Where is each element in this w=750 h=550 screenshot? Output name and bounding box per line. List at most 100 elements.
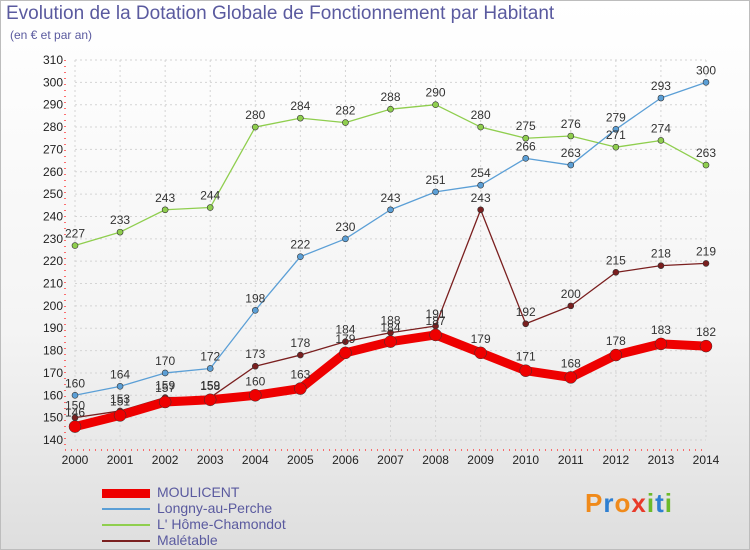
series-point — [609, 348, 623, 362]
y-tick-label: 250 — [43, 187, 63, 201]
series-point — [384, 335, 397, 348]
legend-item-longny: Longny-au-Perche — [102, 500, 362, 517]
series-point — [702, 79, 710, 86]
x-tick-label: 2014 — [693, 453, 720, 467]
series-point — [203, 393, 217, 407]
data-label: 282 — [335, 104, 355, 118]
data-label: 219 — [696, 244, 716, 258]
series-point — [522, 155, 530, 162]
data-label: 290 — [426, 86, 446, 100]
series-point — [567, 302, 575, 310]
series-point — [522, 320, 530, 328]
data-label: 300 — [696, 63, 716, 77]
data-label: 158 — [200, 379, 220, 393]
logo-letter: r — [603, 488, 615, 518]
grid-lines — [74, 59, 707, 441]
data-label: 263 — [696, 146, 716, 160]
x-tick-label: 2013 — [648, 453, 675, 467]
chart-subtitle: (en € et par an) — [10, 28, 93, 42]
legend-item-home-chamondot: L' Hôme-Chamondot — [102, 516, 362, 533]
data-label: 172 — [200, 349, 220, 363]
x-tick-label: 2008 — [422, 453, 449, 467]
series-point — [113, 409, 127, 422]
data-label: 168 — [561, 356, 581, 370]
data-labels-layer: 227 233 243 244 280 284 282 288 290 280 275 276 271 2… — [65, 63, 716, 419]
data-label: 151 — [110, 394, 130, 408]
series-point — [297, 253, 304, 261]
chart-title: Evolution de la Dotation Globale de Fonc… — [6, 3, 555, 24]
series-point — [477, 123, 484, 131]
data-label: 184 — [380, 321, 400, 335]
series-point — [522, 134, 530, 142]
y-tick-label: 300 — [43, 75, 63, 89]
x-tick-label: 2005 — [287, 453, 314, 467]
x-tick-label: 2001 — [107, 453, 134, 467]
logo-letter: i — [664, 488, 673, 518]
data-label: 243 — [471, 191, 491, 205]
x-tick-label: 2011 — [558, 453, 584, 467]
series-point — [432, 188, 439, 196]
x-tick-label: 2009 — [467, 453, 494, 467]
data-label: 170 — [155, 354, 175, 368]
data-label: 244 — [200, 189, 220, 203]
data-label: 271 — [606, 128, 626, 142]
data-label: 179 — [335, 332, 355, 346]
legend: MOULICENT Longny-au-Perche L' Hôme-Chamo… — [102, 484, 362, 549]
series-point — [612, 143, 620, 151]
series-point — [657, 137, 665, 144]
legend-swatch-longny — [102, 508, 150, 510]
series-point — [654, 337, 668, 351]
series-point — [251, 362, 259, 370]
series-point — [699, 339, 713, 353]
series-point — [429, 328, 442, 342]
axes: 1401501601701801902002102202302402502602… — [43, 53, 720, 467]
y-tick-label: 280 — [43, 120, 63, 134]
series-point — [297, 114, 304, 122]
data-label: 266 — [516, 139, 536, 153]
series-point — [116, 383, 124, 390]
y-tick-label: 220 — [43, 254, 63, 268]
data-label: 243 — [155, 191, 175, 205]
data-label: 164 — [110, 367, 130, 381]
data-label: 280 — [245, 108, 265, 122]
x-tick-label: 2006 — [332, 453, 359, 467]
legend-item-moulicent: MOULICENT — [102, 484, 362, 501]
data-label: 191 — [426, 307, 446, 321]
x-tick-label: 2012 — [603, 453, 630, 467]
series-point — [251, 123, 259, 131]
data-label: 150 — [65, 399, 85, 413]
series-point — [251, 307, 259, 314]
data-label: 254 — [471, 166, 491, 180]
data-label: 187 — [426, 314, 446, 328]
proxiti-logo: Proxiti — [585, 488, 673, 519]
series-layer — [68, 79, 713, 433]
series-point — [612, 269, 620, 276]
series-point — [477, 206, 484, 214]
y-tick-label: 290 — [43, 98, 63, 112]
data-label: 153 — [110, 392, 130, 406]
series-point — [339, 346, 352, 360]
data-label: 274 — [651, 121, 671, 135]
data-label: 293 — [651, 79, 671, 93]
series-point — [564, 371, 578, 384]
y-tick-label: 200 — [43, 299, 63, 313]
data-label: 178 — [290, 336, 310, 350]
data-label: 159 — [155, 379, 175, 393]
series-point — [297, 351, 304, 359]
y-tick-label: 180 — [43, 344, 63, 358]
legend-swatch-home-chamondot — [102, 524, 150, 526]
y-tick-label: 160 — [43, 388, 63, 402]
data-label: 192 — [516, 305, 536, 319]
y-tick-label: 270 — [43, 142, 63, 156]
data-label: 159 — [200, 379, 220, 393]
series-point — [342, 235, 349, 243]
y-tick-label: 210 — [43, 277, 63, 291]
data-label: 218 — [651, 247, 671, 261]
data-label: 263 — [561, 146, 581, 160]
legend-label: Longny-au-Perche — [157, 500, 273, 516]
y-tick-label: 240 — [43, 209, 63, 223]
series-point — [702, 161, 710, 169]
legend-label: Malétable — [157, 532, 218, 548]
series-point — [161, 206, 169, 214]
legend-label: L' Hôme-Chamondot — [157, 516, 286, 532]
